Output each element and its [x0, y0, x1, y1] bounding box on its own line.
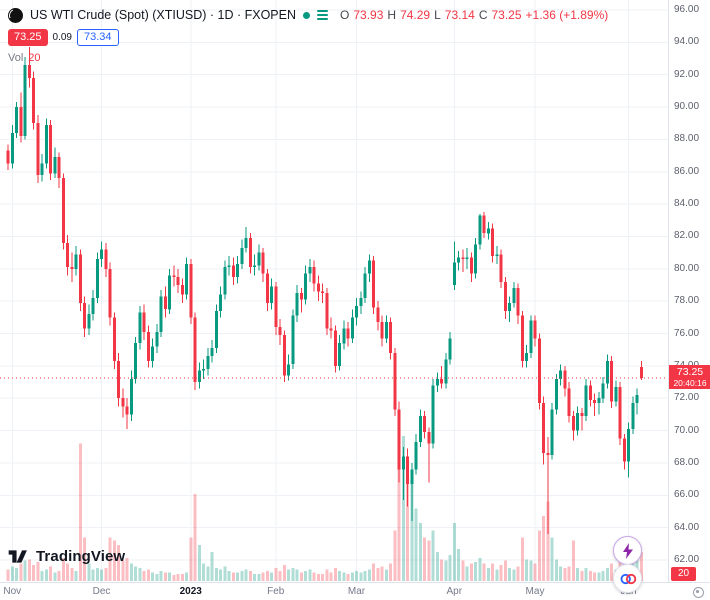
time-tick-label: Nov [3, 586, 22, 597]
time-tick-label: Feb [267, 586, 285, 597]
price-tick-label: 64.00 [674, 521, 700, 533]
volume-label: Vol [8, 52, 24, 64]
price-tick-label: 86.00 [674, 165, 700, 177]
chart-legend: US WTI Crude (Spot) (XTIUSD) · 1D · FXOP… [8, 6, 608, 64]
tradingview-logo-text: TradingView [36, 548, 126, 565]
time-tick-label: Apr [446, 586, 463, 597]
price-tick-label: 66.00 [674, 489, 700, 501]
change-value: +1.36 (+1.89%) [525, 8, 609, 22]
price-tick-label: 96.00 [674, 4, 700, 15]
lightning-icon [622, 542, 633, 559]
high-value: 74.29 [400, 8, 431, 22]
current-price-badge: 73.25 20:40:16 [669, 365, 710, 389]
volume-value: 20 [28, 52, 41, 64]
sell-button[interactable]: 73.25 [8, 29, 48, 46]
price-tick-label: 92.00 [674, 68, 700, 80]
price-tick-label: 78.00 [674, 295, 700, 307]
broker-account-button[interactable] [613, 564, 642, 593]
price-tick-label: 70.00 [674, 424, 700, 436]
series-menu-icon[interactable] [317, 10, 329, 20]
price-tick-label: 72.00 [674, 392, 700, 404]
legend-row-symbol: US WTI Crude (Spot) (XTIUSD) · 1D · FXOP… [8, 6, 608, 24]
price-tick-label: 82.00 [674, 230, 700, 242]
open-value: 73.93 [353, 8, 384, 22]
buy-button[interactable]: 73.34 [77, 29, 119, 46]
ohlc-values: O 73.93 H 74.29 L 73.14 C 73.25 +1.36 (+1.89… [340, 8, 608, 22]
close-label: C [478, 8, 488, 22]
price-tick-label: 90.00 [674, 101, 700, 113]
current-price-value: 73.25 [676, 366, 704, 378]
time-tick-label: May [525, 586, 545, 597]
candlestick-chart[interactable] [0, 0, 668, 582]
close-value: 73.25 [491, 8, 522, 22]
time-tick-label: Dec [92, 586, 111, 597]
price-tick-label: 94.00 [674, 36, 700, 48]
price-tick-label: 76.00 [674, 327, 700, 339]
series-dot-icon[interactable] [303, 11, 311, 19]
volume-axis-badge: 20 [671, 567, 697, 581]
quick-trade-button[interactable] [613, 536, 642, 565]
axis-settings-icon[interactable] [693, 587, 704, 598]
broker-rings-icon [620, 573, 636, 584]
legend-row-volume: Vol 20 [8, 52, 608, 64]
legend-row-trade: 73.25 0.09 73.34 [8, 29, 608, 46]
tradingview-logo[interactable]: TradingView [8, 548, 125, 565]
price-tick-label: 88.00 [674, 133, 700, 145]
high-label: H [387, 8, 397, 22]
tradingview-logo-icon [8, 550, 27, 563]
chart-canvas[interactable] [0, 0, 668, 582]
price-axis[interactable]: 96.00 94.00 92.00 90.00 88.00 86.00 84.00 82.00… [668, 0, 710, 582]
price-tick-label: 84.00 [674, 198, 700, 210]
price-tick-label: 62.00 [674, 554, 700, 565]
spread-value: 0.09 [52, 32, 72, 43]
instrument-logo-icon[interactable] [8, 7, 23, 23]
time-tick-label: 2023 [179, 586, 202, 597]
low-value: 73.14 [444, 8, 475, 22]
time-axis[interactable]: NovDec2023FebMarAprMayJun [0, 582, 710, 600]
open-label: O [340, 8, 350, 22]
low-label: L [434, 8, 441, 22]
symbol-title[interactable]: US WTI Crude (Spot) (XTIUSD) · 1D · FXOP… [30, 8, 297, 22]
bar-countdown: 20:40:16 [673, 378, 707, 388]
price-tick-label: 68.00 [674, 456, 700, 468]
time-tick-label: Mar [347, 586, 366, 597]
price-tick-label: 80.00 [674, 262, 700, 274]
